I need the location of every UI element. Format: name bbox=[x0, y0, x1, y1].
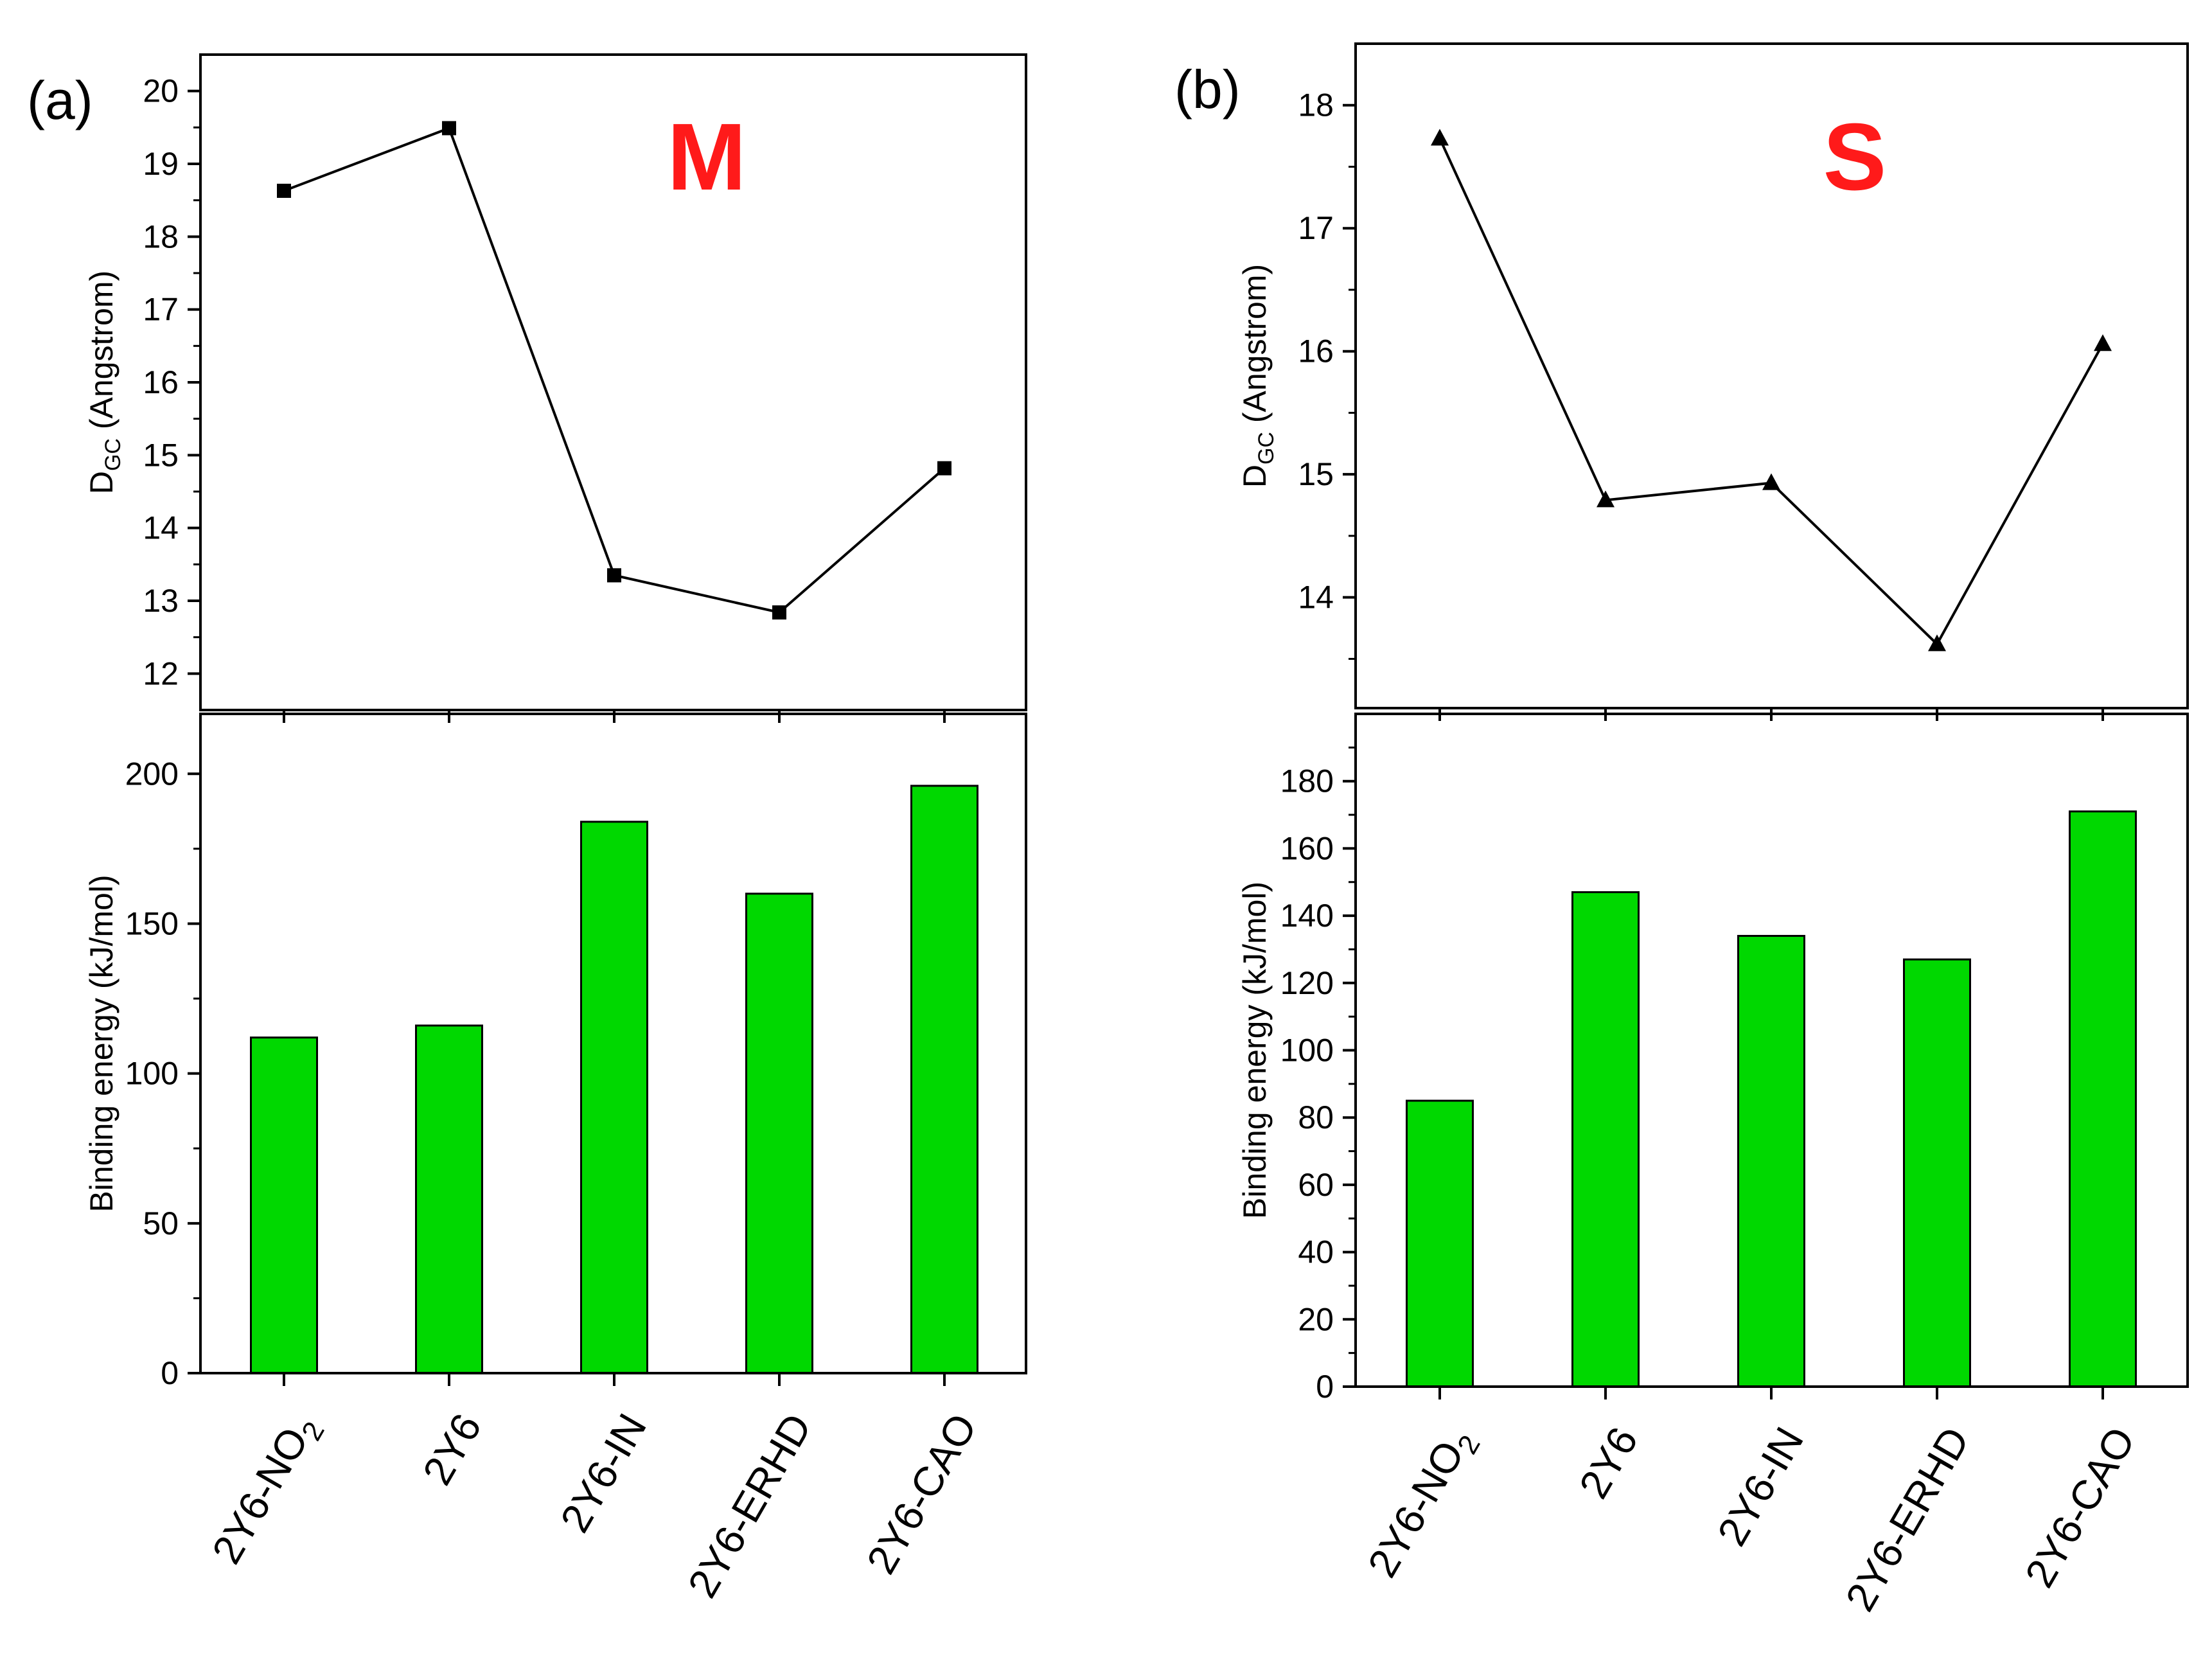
y-tick-label: 0 bbox=[161, 1355, 179, 1391]
point-2Y6-CAO bbox=[937, 461, 951, 475]
plot-layer: 12 13 14 15 16 17 18 19 20 DGC (Angstrom) 0 50 100 15… bbox=[84, 42, 2189, 1619]
y-axis-label: Binding energy (kJ/mol) bbox=[1237, 882, 1273, 1219]
y-tick-label: 16 bbox=[143, 364, 179, 400]
bar-2Y6-NO2 bbox=[1406, 1099, 1474, 1388]
bar-2Y6-CAO bbox=[910, 785, 978, 1374]
bar-2Y6-IN bbox=[1737, 935, 1805, 1388]
category-label-2Y6: 2Y6 bbox=[414, 1406, 490, 1493]
y-tick-label: 160 bbox=[1280, 830, 1334, 866]
y-tick-label: 17 bbox=[143, 292, 179, 328]
y-tick-label: 15 bbox=[1298, 456, 1334, 492]
category-label-2Y6-CAO: 2Y6-CAO bbox=[2016, 1419, 2144, 1595]
y-tick-label: 80 bbox=[1298, 1099, 1334, 1135]
y-tick-label: 20 bbox=[143, 73, 179, 109]
y-tick-label: 18 bbox=[143, 218, 179, 254]
category-label-2Y6-CAO: 2Y6-CAO bbox=[858, 1406, 986, 1581]
category-label-2Y6-NO2: 2Y6-NO2 bbox=[1359, 1419, 1487, 1588]
category-label-2Y6-ERHD: 2Y6-ERHD bbox=[679, 1406, 821, 1605]
bar-2Y6-ERHD bbox=[745, 893, 813, 1374]
y-tick-label: 180 bbox=[1280, 763, 1334, 799]
y-tick-label: 150 bbox=[125, 905, 179, 941]
category-label-2Y6-NO2: 2Y6-NO2 bbox=[203, 1406, 331, 1574]
panel-b-label: (b) bbox=[1174, 59, 1241, 120]
plot-frame bbox=[199, 53, 1027, 711]
point-2Y6-IN bbox=[607, 568, 621, 583]
y-tick-label: 40 bbox=[1298, 1234, 1334, 1270]
point-2Y6 bbox=[1597, 490, 1615, 508]
panel-a-title-mark: M bbox=[667, 104, 746, 210]
y-tick-label: 100 bbox=[125, 1056, 179, 1092]
category-label-2Y6-IN: 2Y6-IN bbox=[551, 1406, 655, 1540]
category-label-2Y6-IN: 2Y6-IN bbox=[1708, 1419, 1812, 1554]
category-label-2Y6: 2Y6 bbox=[1570, 1419, 1647, 1506]
panel-b-title-mark: S bbox=[1823, 104, 1887, 210]
point-2Y6-IN bbox=[1762, 473, 1780, 490]
panel-a-label: (a) bbox=[27, 70, 93, 130]
chart-3: 14 15 16 17 18 DGC (Angstrom) bbox=[1237, 42, 2189, 721]
series-line bbox=[1438, 138, 2104, 646]
point-2Y6-NO2 bbox=[1431, 129, 1449, 146]
point-2Y6 bbox=[442, 121, 456, 136]
y-tick-label: 13 bbox=[143, 583, 179, 619]
series-line bbox=[283, 126, 946, 614]
bar-2Y6-ERHD bbox=[1903, 958, 1971, 1388]
y-tick-label: 120 bbox=[1280, 965, 1334, 1001]
bar-2Y6-CAO bbox=[2069, 810, 2137, 1388]
y-tick-label: 15 bbox=[143, 437, 179, 473]
point-2Y6-ERHD bbox=[772, 605, 786, 620]
y-tick-label: 19 bbox=[143, 146, 179, 182]
point-2Y6-CAO bbox=[2094, 334, 2112, 351]
y-tick-label: 14 bbox=[143, 510, 179, 546]
y-tick-label: 140 bbox=[1280, 898, 1334, 934]
chart-2: 0 50 100 150 200 Binding energy (kJ/mol) 2Y6-N… bbox=[84, 713, 1027, 1605]
bar-2Y6-NO2 bbox=[250, 1036, 318, 1374]
y-tick-label: 17 bbox=[1298, 210, 1334, 246]
chart-1: 12 13 14 15 16 17 18 19 20 DGC (Angstrom) bbox=[84, 53, 1027, 723]
point-2Y6-ERHD bbox=[1928, 634, 1946, 652]
chart-4: 0 20 40 60 80 100 120 140 160 180 Binding energy (… bbox=[1237, 713, 2189, 1619]
y-tick-label: 200 bbox=[125, 756, 179, 792]
bar-2Y6 bbox=[415, 1024, 483, 1374]
y-tick-label: 0 bbox=[1316, 1369, 1334, 1405]
y-tick-label: 16 bbox=[1298, 333, 1334, 369]
plot-frame bbox=[1354, 42, 2189, 709]
y-axis-label: DGC (Angstrom) bbox=[1237, 264, 1279, 488]
point-2Y6-NO2 bbox=[277, 183, 291, 198]
y-tick-label: 50 bbox=[143, 1205, 179, 1241]
y-tick-label: 18 bbox=[1298, 87, 1334, 123]
y-axis-label: DGC (Angstrom) bbox=[84, 271, 125, 494]
y-tick-label: 60 bbox=[1298, 1167, 1334, 1203]
y-tick-label: 14 bbox=[1298, 580, 1334, 616]
category-label-2Y6-ERHD: 2Y6-ERHD bbox=[1837, 1419, 1979, 1619]
y-axis-label: Binding energy (kJ/mol) bbox=[84, 875, 119, 1212]
bar-2Y6 bbox=[1571, 891, 1640, 1388]
y-tick-label: 100 bbox=[1280, 1033, 1334, 1069]
bar-2Y6-IN bbox=[580, 821, 648, 1374]
y-tick-label: 12 bbox=[143, 655, 179, 691]
y-tick-label: 20 bbox=[1298, 1301, 1334, 1337]
